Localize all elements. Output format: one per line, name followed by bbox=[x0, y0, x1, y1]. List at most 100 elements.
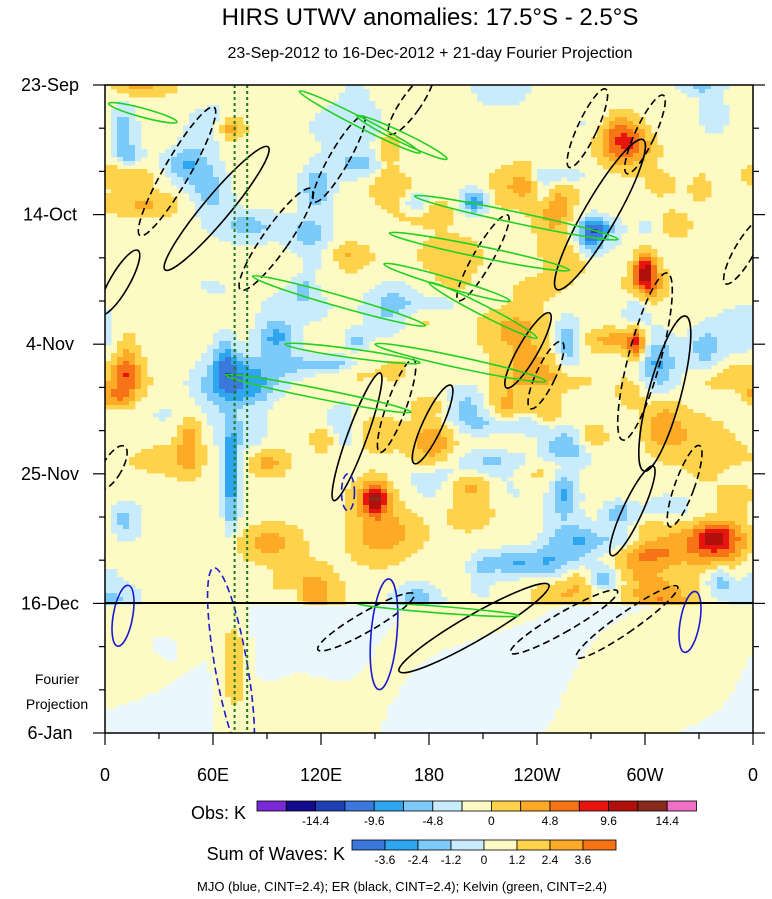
heatmap-cell bbox=[417, 401, 424, 406]
heatmap-cell bbox=[183, 449, 190, 454]
heatmap-cell bbox=[747, 453, 753, 458]
heatmap-cell bbox=[321, 169, 328, 174]
heatmap-cell bbox=[123, 117, 130, 122]
heatmap-cell bbox=[309, 433, 316, 438]
heatmap-cell bbox=[663, 357, 670, 362]
heatmap-cell bbox=[249, 389, 256, 394]
heatmap-cell bbox=[453, 405, 460, 410]
heatmap-cell bbox=[555, 401, 562, 406]
heatmap-cell bbox=[237, 121, 244, 126]
heatmap-cell bbox=[219, 233, 226, 238]
heatmap-cell bbox=[483, 89, 490, 94]
heatmap-cell bbox=[597, 509, 604, 514]
heatmap-cell bbox=[561, 517, 568, 522]
heatmap-cell bbox=[567, 329, 574, 334]
heatmap-cell bbox=[123, 377, 130, 382]
heatmap-cell bbox=[351, 265, 358, 270]
heatmap-cell bbox=[183, 457, 190, 462]
heatmap-cell bbox=[237, 417, 244, 422]
heatmap-cell bbox=[213, 433, 220, 438]
heatmap-cell bbox=[363, 173, 370, 178]
heatmap-cell bbox=[189, 125, 196, 130]
heatmap-cell bbox=[531, 293, 538, 298]
heatmap-cell bbox=[669, 341, 676, 346]
heatmap-cell bbox=[375, 181, 382, 186]
heatmap-cell bbox=[279, 237, 286, 242]
heatmap-cell bbox=[585, 249, 592, 254]
heatmap-cell bbox=[597, 161, 604, 166]
heatmap-cell bbox=[309, 161, 316, 166]
heatmap-cell bbox=[645, 265, 652, 270]
heatmap-cell bbox=[711, 101, 718, 106]
heatmap-cell bbox=[309, 177, 316, 182]
heatmap-cell bbox=[501, 389, 508, 394]
heatmap-cell bbox=[117, 513, 124, 518]
heatmap-cell bbox=[723, 437, 730, 442]
heatmap-cell bbox=[381, 289, 388, 294]
heatmap-cell bbox=[369, 169, 376, 174]
heatmap-cell bbox=[291, 369, 298, 374]
heatmap-cell bbox=[273, 461, 280, 466]
heatmap-cell bbox=[339, 149, 346, 154]
heatmap-cell bbox=[279, 473, 286, 478]
heatmap-cell bbox=[315, 213, 322, 218]
heatmap-cell bbox=[375, 369, 382, 374]
heatmap-cell bbox=[393, 209, 400, 214]
heatmap-cell bbox=[429, 485, 436, 490]
heatmap-cell bbox=[489, 461, 496, 466]
heatmap-cell bbox=[597, 241, 604, 246]
heatmap-cell bbox=[669, 417, 676, 422]
heatmap-cell bbox=[627, 137, 634, 142]
heatmap-cell bbox=[705, 97, 712, 102]
heatmap-cell bbox=[705, 129, 712, 134]
heatmap-cell bbox=[609, 149, 616, 154]
heatmap-cell bbox=[489, 457, 496, 462]
heatmap-cell bbox=[387, 425, 394, 430]
heatmap-cell bbox=[543, 181, 550, 186]
heatmap-cell bbox=[459, 481, 466, 486]
heatmap-cell bbox=[267, 461, 274, 466]
heatmap-cell bbox=[495, 381, 502, 386]
heatmap-cell bbox=[453, 413, 460, 418]
heatmap-cell bbox=[225, 389, 232, 394]
heatmap-cell bbox=[123, 349, 130, 354]
heatmap-cell bbox=[615, 217, 622, 222]
heatmap-cell bbox=[375, 477, 382, 482]
heatmap-cell bbox=[333, 413, 340, 418]
heatmap-cell bbox=[339, 125, 346, 130]
heatmap-cell bbox=[327, 441, 334, 446]
heatmap-cell bbox=[237, 133, 244, 138]
heatmap-cell bbox=[711, 333, 718, 338]
heatmap-cell bbox=[465, 425, 472, 430]
heatmap-cell bbox=[627, 381, 634, 386]
heatmap-cell bbox=[351, 117, 358, 122]
heatmap-cell bbox=[111, 369, 118, 374]
heatmap-cell bbox=[225, 409, 232, 414]
heatmap-cell bbox=[627, 313, 634, 318]
heatmap-cell bbox=[201, 449, 208, 454]
heatmap-cell bbox=[621, 229, 628, 234]
heatmap-cell bbox=[381, 281, 388, 286]
heatmap-cell bbox=[249, 441, 256, 446]
heatmap-cell bbox=[519, 189, 526, 194]
heatmap-cell bbox=[621, 133, 628, 138]
heatmap-cell bbox=[357, 345, 364, 350]
heatmap-cell bbox=[447, 509, 454, 514]
heatmap-cell bbox=[201, 285, 208, 290]
heatmap-cell bbox=[411, 401, 418, 406]
heatmap-cell bbox=[723, 321, 730, 326]
heatmap-cell bbox=[687, 461, 694, 466]
heatmap-cell bbox=[489, 513, 496, 518]
heatmap-cell bbox=[489, 365, 496, 370]
heatmap-cell bbox=[195, 369, 202, 374]
heatmap-cell bbox=[717, 101, 724, 106]
heatmap-cell bbox=[495, 469, 502, 474]
heatmap-cell bbox=[681, 453, 688, 458]
heatmap-cell bbox=[129, 177, 136, 182]
heatmap-cell bbox=[117, 177, 124, 182]
heatmap-cell bbox=[111, 121, 118, 126]
heatmap-cell bbox=[525, 417, 532, 422]
heatmap-cell bbox=[465, 517, 472, 522]
heatmap-cell bbox=[393, 377, 400, 382]
heatmap-cell bbox=[699, 337, 706, 342]
